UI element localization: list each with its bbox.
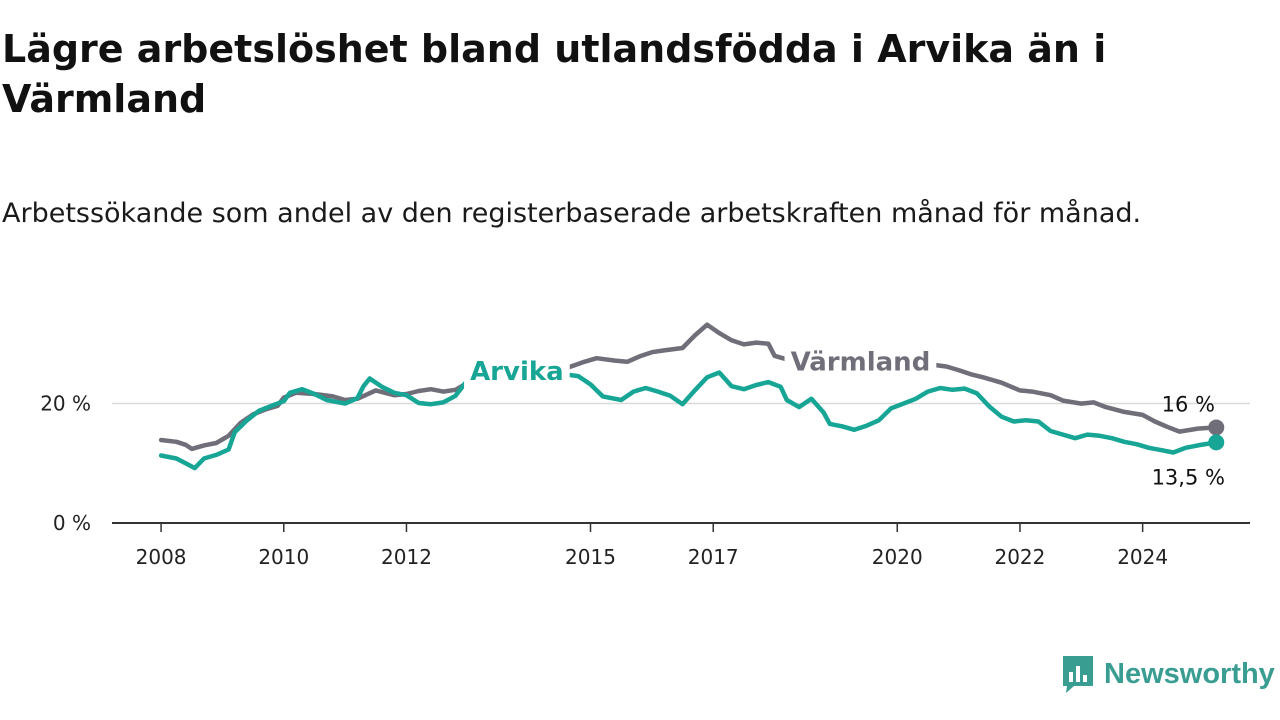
series-end-point bbox=[1208, 434, 1225, 451]
series-end-point bbox=[1208, 419, 1225, 436]
brand-name: Newsworthy bbox=[1104, 657, 1275, 690]
axis-layer: 0 % 20 % 2008 2010 2012 2015 2017 2020 2022 2024 bbox=[40, 392, 1250, 569]
series-end-label: 13,5 % bbox=[1152, 465, 1225, 489]
x-tick-label: 2010 bbox=[258, 545, 309, 569]
series-line-arvika bbox=[158, 370, 1219, 471]
chart-subtitle: Arbetssökande som andel av den registerb… bbox=[2, 198, 1142, 229]
series-layer bbox=[158, 322, 1225, 471]
series-line-värmland bbox=[158, 322, 1219, 452]
series-label-värmland: Värmland bbox=[791, 347, 931, 377]
chart-title: Lägre arbetslöshet bland utlandsfödda i … bbox=[2, 27, 1107, 121]
x-tick-label: 2024 bbox=[1117, 545, 1168, 569]
series-end-label: 16 % bbox=[1162, 392, 1215, 416]
x-tick-label: 2015 bbox=[565, 545, 616, 569]
label-layer: 16 % 13,5 % Värmland Arvika bbox=[464, 345, 1225, 489]
x-tick-label: 2017 bbox=[688, 545, 739, 569]
y-tick-label: 20 % bbox=[40, 392, 91, 416]
y-tick-label: 0 % bbox=[53, 511, 91, 535]
series-label-background bbox=[784, 345, 937, 380]
x-tick-label: 2012 bbox=[381, 545, 432, 569]
x-tick-label: 2020 bbox=[872, 545, 923, 569]
bar-chart-icon bbox=[1063, 656, 1093, 693]
x-tick-label: 2008 bbox=[136, 545, 187, 569]
x-tick-label: 2022 bbox=[994, 545, 1045, 569]
newsworthy-logo: Newsworthy bbox=[1060, 654, 1275, 694]
series-label-arvika: Arvika bbox=[470, 357, 564, 387]
series-label-background bbox=[464, 355, 570, 389]
